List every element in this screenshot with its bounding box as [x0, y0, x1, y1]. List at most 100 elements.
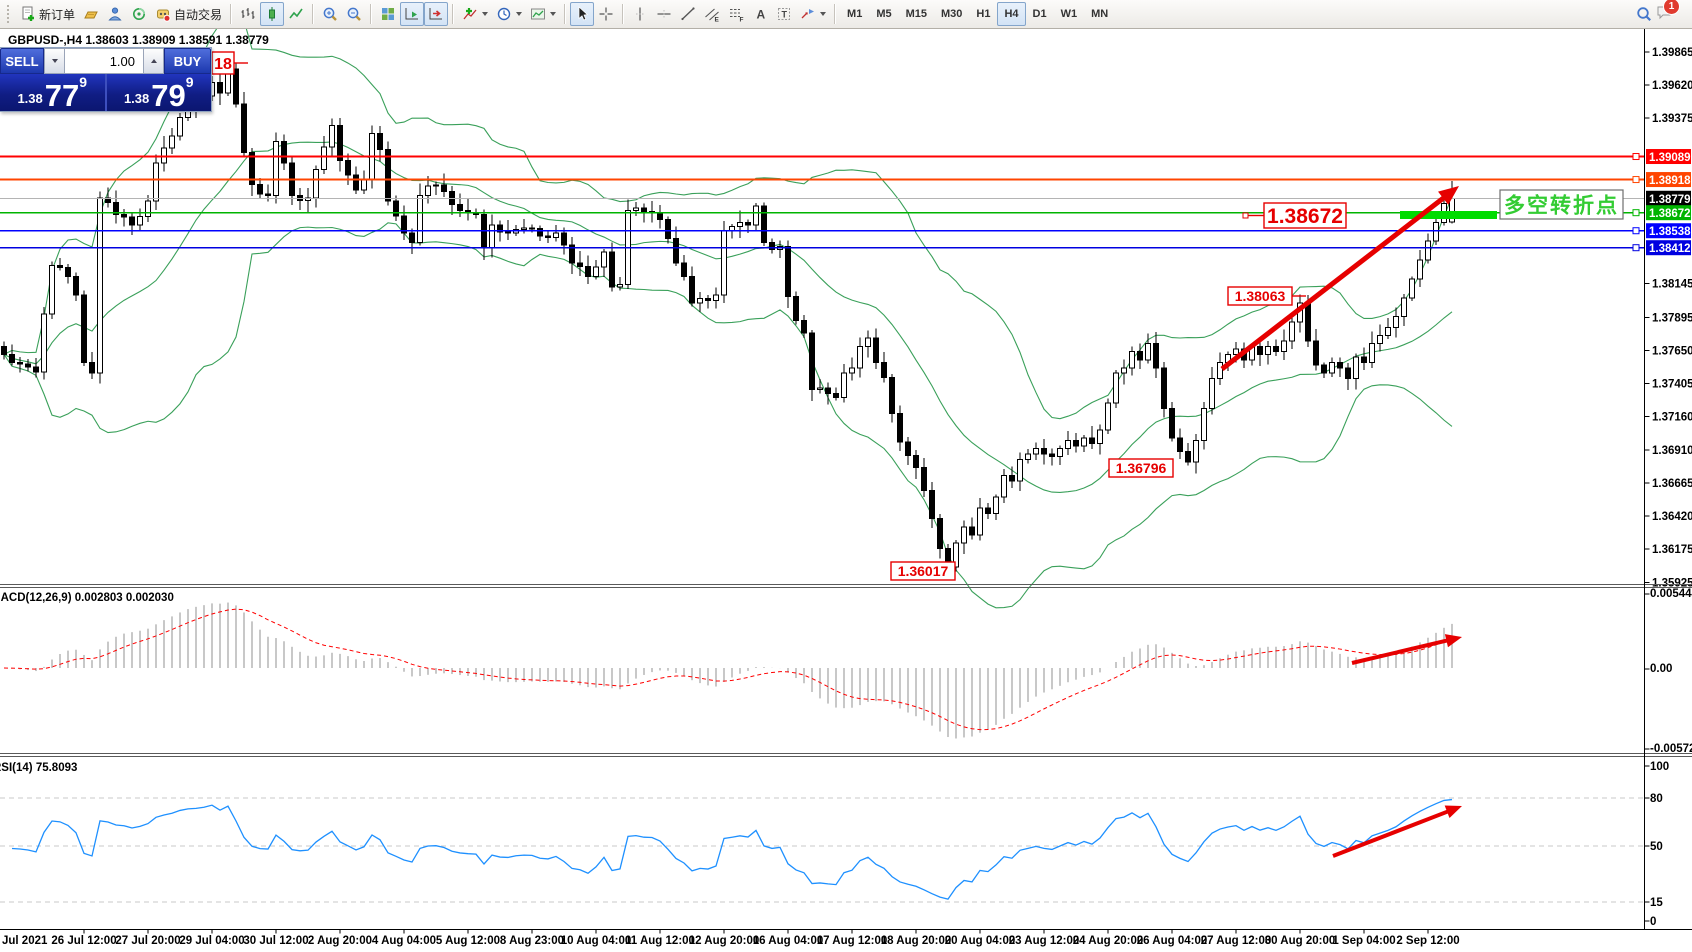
notifications-button[interactable]: 1: [1656, 0, 1680, 25]
buy-button[interactable]: BUY: [164, 48, 211, 74]
volume-increase-button[interactable]: [143, 48, 164, 74]
market-button[interactable]: [79, 2, 103, 26]
textA-icon: A: [757, 8, 766, 22]
label-tool[interactable]: T: [772, 2, 796, 26]
hline-tool[interactable]: [652, 2, 676, 26]
candle-down: [689, 275, 695, 304]
price-axis[interactable]: 1.39865 1.39620 1.39375 1.38145 1.37895 1.376…: [1644, 47, 1692, 590]
candle-down: [505, 231, 511, 234]
trend-arrow[interactable]: [1332, 809, 1450, 858]
timeframe-m1[interactable]: M1: [847, 8, 863, 20]
zoom-in-button[interactable]: [318, 2, 342, 26]
trend-arrow[interactable]: [1351, 638, 1449, 665]
rsi-axis-label: 0: [1650, 916, 1656, 928]
sell-button[interactable]: SELL: [0, 48, 44, 74]
main-toolbar: 新订单 自动交易 E F A T M1 M5 M15 M30 H1 H4 D1 W1 MN 1: [0, 0, 1692, 29]
hline-handle[interactable]: [1632, 209, 1640, 217]
tile-windows-button[interactable]: [376, 2, 400, 26]
shapes-menu[interactable]: [796, 2, 830, 26]
price-tick-label: 1.39375: [1652, 113, 1692, 125]
hline-handle[interactable]: [1632, 153, 1640, 161]
candle-up: [1425, 240, 1431, 261]
rsi-axis-label: 15: [1650, 897, 1663, 909]
price-label-box: [1646, 172, 1691, 188]
hline-handle[interactable]: [1632, 176, 1640, 184]
timeframe-m5[interactable]: M5: [876, 8, 892, 20]
auto-scroll-button[interactable]: [400, 2, 425, 26]
timeframe-mn[interactable]: MN: [1091, 8, 1109, 20]
bar-chart-button[interactable]: [236, 2, 260, 26]
templates-menu[interactable]: [526, 2, 560, 26]
candle-down: [393, 200, 399, 217]
line-chart-button[interactable]: [284, 2, 308, 26]
gold-icon: [84, 11, 98, 19]
timeframe-h1[interactable]: H1: [976, 8, 991, 20]
candlestick-chart-button[interactable]: [260, 2, 285, 26]
textT-icon: T: [778, 8, 791, 20]
annotation-price-box[interactable]: [890, 561, 956, 581]
trend-arrow-head: [1444, 634, 1462, 648]
candle-up: [1377, 335, 1383, 345]
vline-icon: [636, 7, 645, 21]
candle-down: [1177, 437, 1183, 452]
support-highlight-bar[interactable]: [1400, 211, 1497, 219]
candle-down: [1361, 356, 1367, 363]
clock-icon: [497, 7, 511, 21]
macd-pane[interactable]: MACD(12,26,9) 0.002803 0.002030 0.005444 0…: [0, 588, 1692, 755]
autotrading-button[interactable]: 自动交易: [151, 2, 226, 26]
crosshair-tool[interactable]: [594, 2, 618, 26]
price-label-box: [1646, 240, 1691, 256]
search-button[interactable]: [1632, 2, 1656, 26]
candle-down: [985, 507, 991, 514]
buy-price-display[interactable]: 1.38 79 9: [104, 74, 211, 111]
rsi-line: [11, 798, 1453, 900]
annotation-price-box[interactable]: [1108, 458, 1174, 478]
volume-decrease-button[interactable]: [44, 48, 65, 74]
note-box[interactable]: [1499, 189, 1624, 220]
timeframe-m30[interactable]: M30: [941, 8, 963, 20]
channel-tool[interactable]: E: [700, 2, 724, 26]
community-button[interactable]: [103, 2, 127, 26]
candle-down: [609, 251, 615, 288]
timeframe-h4[interactable]: H4: [997, 2, 1026, 26]
candle-down: [281, 141, 287, 164]
candle-up: [817, 387, 823, 390]
annotation-price-box[interactable]: [1263, 202, 1347, 229]
shift-icon: [429, 8, 443, 20]
main-price-pane[interactable]: [1, 5, 1455, 609]
hline-handle[interactable]: [1632, 244, 1640, 252]
signals-button[interactable]: [127, 2, 151, 26]
text-tool[interactable]: A: [748, 2, 772, 26]
time-tick-label: 29 Jul 04:00: [179, 935, 244, 947]
timeframe-m15[interactable]: M15: [905, 8, 927, 20]
zoom-out-button[interactable]: [342, 2, 366, 26]
candle-up: [841, 372, 847, 398]
candle-down: [545, 235, 551, 238]
cursor-tool[interactable]: [570, 2, 595, 26]
candle-down: [785, 246, 791, 297]
annotation-price-text: 18: [214, 56, 232, 73]
periods-menu[interactable]: [492, 2, 526, 26]
fibonacci-tool[interactable]: F: [724, 2, 748, 26]
trendline-tool[interactable]: [676, 2, 700, 26]
trend-arrow[interactable]: [1220, 195, 1447, 371]
candle-up: [713, 294, 719, 302]
vline-tool[interactable]: [628, 2, 652, 26]
chart-shift-button[interactable]: [424, 2, 449, 26]
volume-input[interactable]: 1.00: [65, 48, 143, 74]
hline-handle[interactable]: [1632, 227, 1640, 235]
candle-up: [145, 200, 151, 217]
candle-down: [793, 295, 799, 322]
new-order-button[interactable]: 新订单: [16, 2, 79, 26]
rsi-pane[interactable]: RSI(14) 75.8093 100 80 50 15 0: [0, 761, 1669, 928]
price-tick-label: 1.36420: [1652, 511, 1692, 523]
time-tick-label: 2 Aug 20:00: [308, 935, 372, 947]
sell-price-display[interactable]: 1.38 77 9: [0, 74, 105, 111]
time-tick-label: 12 Aug 20:00: [689, 935, 760, 947]
indicators-menu[interactable]: [458, 2, 492, 26]
hline-icon: [657, 10, 671, 18]
timeframe-w1[interactable]: W1: [1060, 8, 1078, 20]
timeframe-d1[interactable]: D1: [1032, 8, 1047, 20]
